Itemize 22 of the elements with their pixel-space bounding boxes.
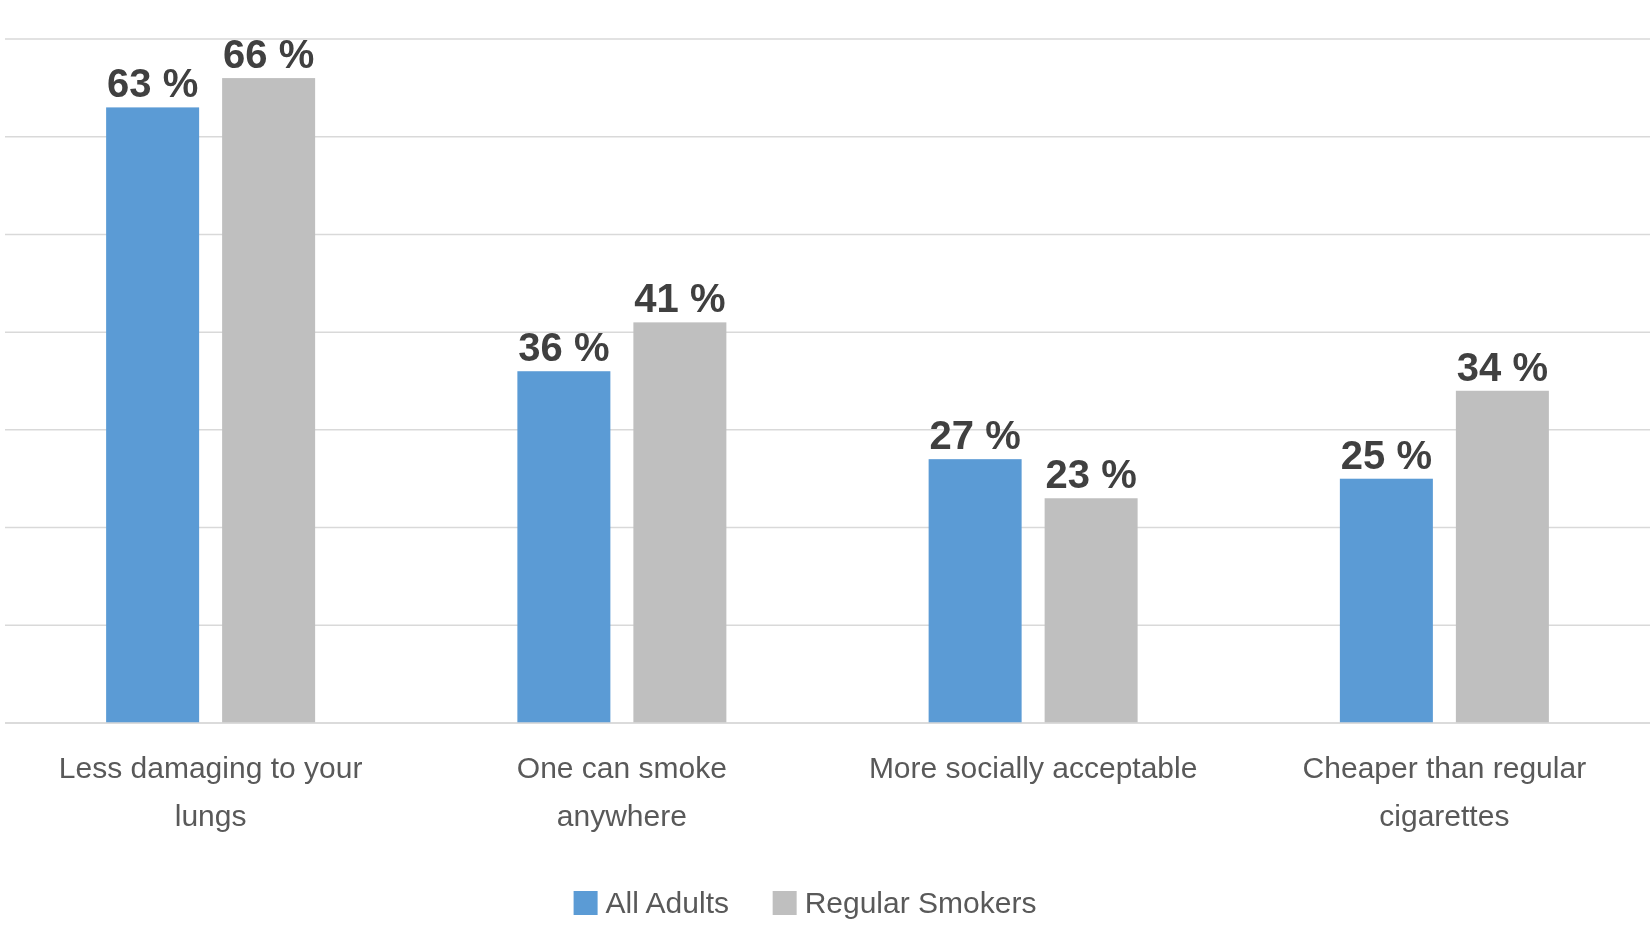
bar — [633, 322, 727, 723]
bar — [1044, 498, 1138, 723]
x-tick-label: Cheaper than regular cigarettes — [1302, 751, 1587, 832]
data-label: 41 % — [634, 276, 726, 321]
data-label: 25 % — [1340, 432, 1432, 477]
data-label: 66 % — [223, 32, 315, 77]
legend-label: All Adults — [605, 886, 729, 919]
x-tick-label: More socially acceptable — [868, 751, 1198, 784]
bar — [928, 459, 1022, 723]
bar — [106, 107, 200, 723]
legend-label: Regular Smokers — [804, 886, 1037, 919]
data-label: 36 % — [518, 325, 610, 370]
bar — [222, 78, 316, 723]
bar — [1339, 478, 1433, 723]
bar — [1455, 390, 1549, 723]
bar — [517, 371, 611, 723]
data-label: 23 % — [1045, 452, 1137, 497]
data-label: 34 % — [1456, 344, 1548, 389]
data-label: 63 % — [107, 61, 199, 106]
data-label: 27 % — [929, 413, 1021, 458]
x-tick-label: One can smoke anywhere — [516, 751, 727, 832]
x-tick-label: Less damaging to your lungs — [58, 751, 363, 832]
